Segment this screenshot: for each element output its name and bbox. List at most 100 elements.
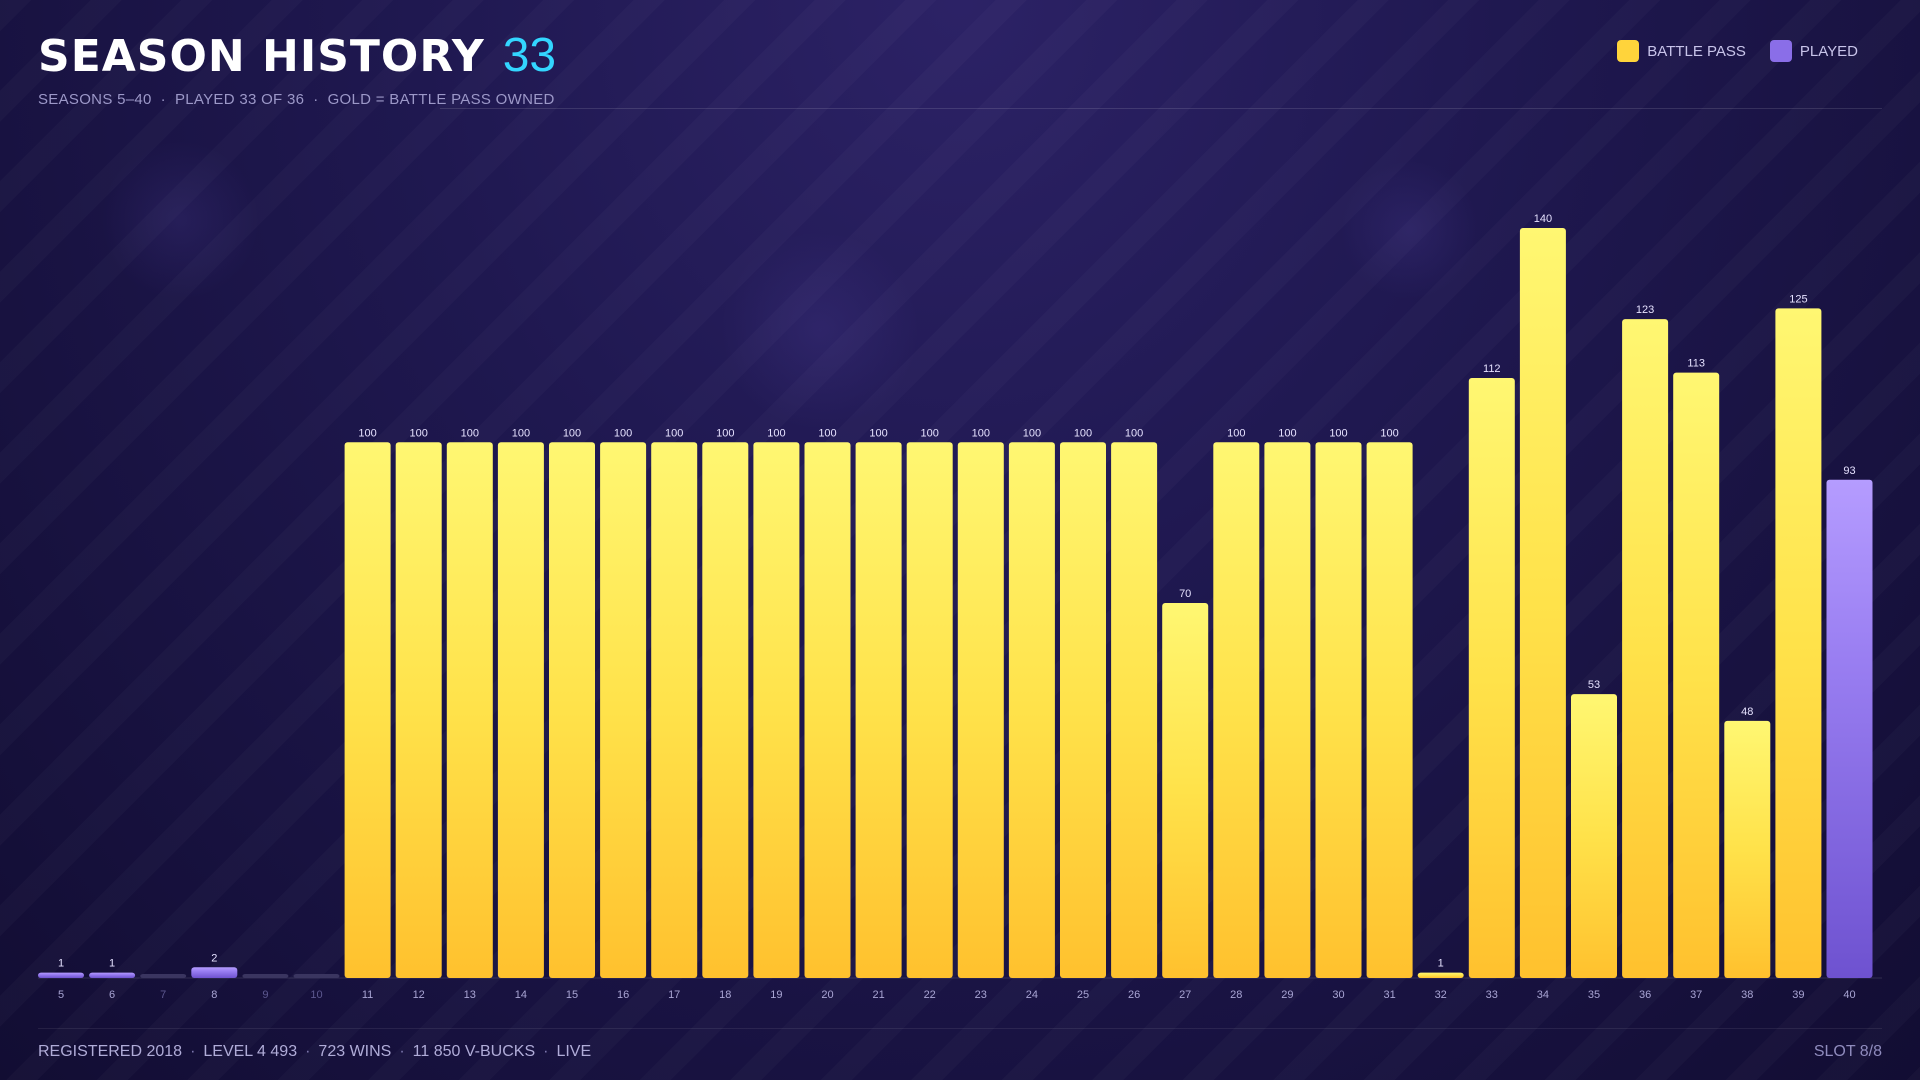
x-tick-label-27: 27	[1179, 989, 1191, 1001]
legend-swatch-battle-pass	[1617, 40, 1640, 62]
legend-label-battle-pass: BATTLE PASS	[1647, 42, 1746, 60]
bar-season-18	[702, 442, 749, 978]
bar-season-23	[957, 442, 1004, 978]
legend-item-battle-pass: BATTLE PASS	[1617, 40, 1746, 62]
bar-value-label-14: 100	[512, 427, 530, 439]
x-tick-label-16: 16	[617, 989, 629, 1001]
bar-value-label-32: 1	[1438, 958, 1444, 970]
bar-value-label-38: 48	[1741, 706, 1753, 718]
x-tick-label-29: 29	[1281, 989, 1293, 1001]
bar-season-10	[293, 974, 340, 978]
subtitle-legend-note: GOLD = BATTLE PASS OWNED	[327, 91, 555, 108]
bar-season-17	[651, 442, 698, 978]
bar-season-7	[140, 974, 187, 978]
x-tick-label-10: 10	[310, 989, 322, 1001]
bar-season-39	[1775, 308, 1822, 978]
bar-season-38	[1724, 720, 1771, 978]
bar-season-19	[753, 442, 800, 978]
legend-label-played: PLAYED	[1799, 42, 1858, 60]
bar-season-32	[1417, 972, 1464, 978]
x-tick-label-26: 26	[1128, 989, 1140, 1001]
bar-value-label-36: 123	[1636, 304, 1654, 316]
x-tick-label-8: 8	[211, 989, 217, 1001]
x-tick-label-23: 23	[975, 989, 987, 1001]
bar-value-label-30: 100	[1329, 427, 1347, 439]
bar-season-8	[191, 967, 238, 978]
bar-season-34	[1519, 228, 1566, 978]
bar-value-label-24: 100	[1023, 427, 1041, 439]
footer-registered: REGISTERED 2018	[38, 1043, 183, 1060]
season-count: 33	[502, 29, 557, 82]
x-tick-label-32: 32	[1435, 989, 1447, 1001]
x-tick-label-17: 17	[668, 989, 680, 1001]
legend-item-played: PLAYED	[1769, 40, 1858, 62]
x-tick-label-34: 34	[1537, 989, 1549, 1001]
x-tick-label-40: 40	[1843, 989, 1855, 1001]
x-tick-label-12: 12	[413, 989, 425, 1001]
x-tick-label-13: 13	[464, 989, 476, 1001]
bar-season-13	[446, 442, 493, 978]
bar-value-label-26: 100	[1125, 427, 1143, 439]
background-glow	[100, 140, 260, 300]
bar-value-label-29: 100	[1278, 427, 1296, 439]
subtitle: SEASONS 5–40 · PLAYED 33 OF 36 · GOLD = BATT…	[38, 91, 555, 108]
x-tick-label-7: 7	[160, 989, 166, 1001]
x-tick-label-39: 39	[1792, 989, 1804, 1001]
x-tick-label-5: 5	[58, 989, 64, 1001]
x-tick-label-15: 15	[566, 989, 578, 1001]
bar-value-label-17: 100	[665, 427, 683, 439]
bar-value-label-18: 100	[716, 427, 734, 439]
x-tick-label-36: 36	[1639, 989, 1651, 1001]
bar-value-label-8: 2	[211, 952, 217, 964]
bar-value-label-19: 100	[767, 427, 785, 439]
bar-season-6	[89, 972, 136, 978]
bar-value-label-34: 140	[1534, 213, 1552, 225]
bar-season-9	[242, 974, 289, 978]
bar-value-label-35: 53	[1588, 679, 1600, 691]
x-tick-label-24: 24	[1026, 989, 1038, 1001]
slot-indicator: SLOT 8/8	[1813, 1043, 1882, 1060]
x-tick-label-35: 35	[1588, 989, 1600, 1001]
bar-season-29	[1264, 442, 1311, 978]
subtitle-seasons: SEASONS 5–40	[38, 91, 152, 108]
subtitle-played: PLAYED 33 OF 36	[174, 91, 305, 108]
bar-value-label-16: 100	[614, 427, 632, 439]
background-glow	[1340, 160, 1480, 300]
bar-value-label-25: 100	[1074, 427, 1092, 439]
bar-season-40	[1826, 479, 1873, 978]
x-tick-label-33: 33	[1486, 989, 1498, 1001]
page-title: SEASON HISTORY	[38, 31, 485, 82]
bar-season-16	[600, 442, 647, 978]
footer-status: LIVE	[556, 1043, 592, 1060]
bar-value-label-40: 93	[1843, 465, 1855, 477]
legend: BATTLE PASS PLAYED	[1617, 40, 1858, 62]
x-tick-label-20: 20	[821, 989, 833, 1001]
footer-vbucks: 11 850 V-BUCKS	[412, 1043, 536, 1060]
x-tick-label-9: 9	[262, 989, 268, 1001]
x-tick-label-11: 11	[362, 989, 373, 1001]
bar-season-30	[1315, 442, 1362, 978]
footer-level: LEVEL 4 493	[203, 1043, 298, 1060]
header-divider	[440, 108, 1882, 109]
x-tick-label-28: 28	[1230, 989, 1242, 1001]
x-tick-label-31: 31	[1383, 989, 1395, 1001]
footer-divider	[38, 1028, 1882, 1029]
bar-season-11	[344, 442, 391, 978]
bar-season-26	[1111, 442, 1158, 978]
x-tick-label-25: 25	[1077, 989, 1089, 1001]
bar-season-28	[1213, 442, 1260, 978]
bar-value-label-39: 125	[1789, 293, 1807, 305]
bar-value-label-28: 100	[1227, 427, 1245, 439]
bar-season-24	[1008, 442, 1055, 978]
x-tick-label-19: 19	[770, 989, 782, 1001]
header: SEASON HISTORY 33	[38, 28, 556, 83]
bar-value-label-27: 70	[1179, 588, 1191, 600]
bar-value-label-13: 100	[461, 427, 479, 439]
bar-value-label-22: 100	[921, 427, 939, 439]
footer-stats: REGISTERED 2018 · LEVEL 4 493 · 723 WINS · 11 …	[38, 1043, 592, 1060]
bar-season-35	[1571, 694, 1617, 978]
bar-value-label-21: 100	[869, 427, 887, 439]
x-tick-label-18: 18	[719, 989, 731, 1001]
bar-season-25	[1060, 442, 1106, 978]
